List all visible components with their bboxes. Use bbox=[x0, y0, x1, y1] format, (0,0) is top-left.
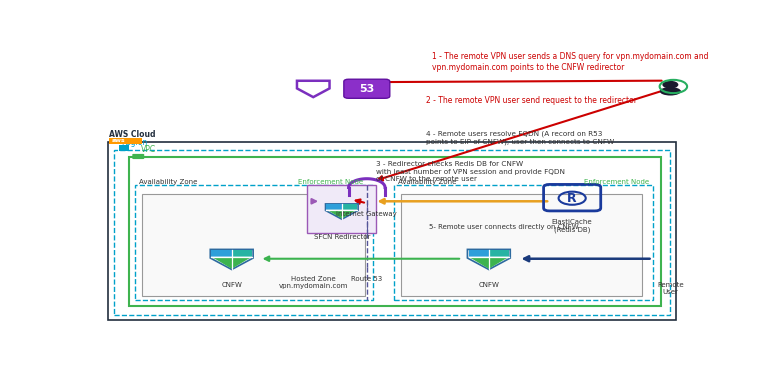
Text: R: R bbox=[568, 192, 577, 205]
Circle shape bbox=[662, 81, 678, 88]
Bar bbox=[134, 185, 372, 300]
Text: VPC: VPC bbox=[141, 145, 156, 154]
Text: 5- Remote user connects directly on CNFW: 5- Remote user connects directly on CNFW bbox=[429, 224, 579, 230]
Bar bbox=[109, 138, 142, 144]
Text: Region: Region bbox=[121, 138, 147, 147]
Bar bbox=[114, 150, 670, 315]
Text: CNFW: CNFW bbox=[478, 282, 499, 288]
Text: Availability Zone: Availability Zone bbox=[398, 179, 456, 185]
Polygon shape bbox=[468, 250, 489, 257]
Text: Route 53: Route 53 bbox=[351, 276, 382, 282]
Bar bbox=[307, 185, 376, 233]
Bar bbox=[108, 142, 677, 320]
Bar bbox=[393, 185, 653, 300]
Polygon shape bbox=[211, 257, 252, 269]
Text: aws: aws bbox=[111, 138, 125, 143]
Ellipse shape bbox=[660, 87, 681, 95]
Text: SFCN Redirector: SFCN Redirector bbox=[313, 234, 370, 240]
Bar bbox=[402, 194, 642, 296]
Text: Internet Gateway: Internet Gateway bbox=[336, 211, 397, 217]
Bar bbox=[142, 194, 365, 296]
Polygon shape bbox=[468, 257, 509, 269]
Polygon shape bbox=[326, 209, 357, 211]
Text: Availability Zone: Availability Zone bbox=[139, 179, 197, 185]
Polygon shape bbox=[489, 250, 509, 257]
FancyBboxPatch shape bbox=[132, 154, 144, 159]
Bar bbox=[129, 157, 661, 306]
Text: Enforcement Node: Enforcement Node bbox=[584, 179, 650, 185]
Text: AWS Cloud: AWS Cloud bbox=[109, 130, 156, 139]
Polygon shape bbox=[211, 256, 252, 258]
Text: Enforcement Node: Enforcement Node bbox=[297, 179, 362, 185]
Polygon shape bbox=[468, 256, 509, 258]
Polygon shape bbox=[232, 250, 252, 257]
Text: 1 - The remote VPN user sends a DNS query for vpn.mydomain.com and
vpn.mydomain.: 1 - The remote VPN user sends a DNS quer… bbox=[432, 52, 709, 72]
Text: CNFW: CNFW bbox=[221, 282, 242, 288]
Polygon shape bbox=[326, 210, 357, 219]
Polygon shape bbox=[210, 250, 253, 270]
Text: Remote
User: Remote User bbox=[657, 282, 684, 295]
Polygon shape bbox=[211, 250, 232, 257]
Text: 4 - Remote users resolve FQDN (A record on R53
points to EIP of CNFW), user then: 4 - Remote users resolve FQDN (A record … bbox=[426, 131, 614, 145]
Text: 2 - The remote VPN user send request to the redirector: 2 - The remote VPN user send request to … bbox=[426, 97, 637, 106]
Polygon shape bbox=[326, 204, 358, 219]
Text: 53: 53 bbox=[359, 84, 375, 94]
Text: ElastiCache
(Redis DB): ElastiCache (Redis DB) bbox=[552, 219, 592, 232]
Text: Hosted Zone
vpn.mydomain.com: Hosted Zone vpn.mydomain.com bbox=[279, 276, 348, 289]
FancyBboxPatch shape bbox=[344, 79, 390, 98]
Bar bbox=[118, 145, 129, 151]
Text: 3 - Redirector checks Redis DB for CNFW
with least number of VPN session and pro: 3 - Redirector checks Redis DB for CNFW … bbox=[376, 161, 564, 182]
Polygon shape bbox=[342, 204, 357, 210]
Polygon shape bbox=[468, 250, 510, 270]
Polygon shape bbox=[326, 204, 342, 210]
